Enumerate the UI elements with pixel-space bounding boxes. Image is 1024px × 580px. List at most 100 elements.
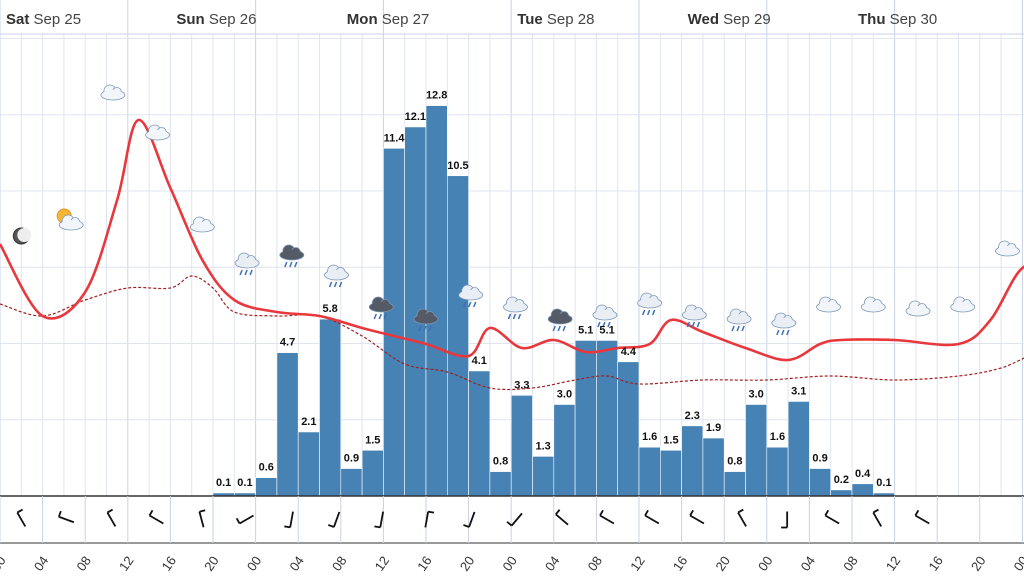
precipitation-bar bbox=[702, 437, 725, 497]
hour-tick-label: 08 bbox=[585, 553, 606, 573]
precipitation-value-label: 0.1 bbox=[216, 477, 231, 489]
precipitation-bar bbox=[596, 340, 619, 497]
wind-feather bbox=[16, 508, 23, 514]
cloud-fill bbox=[952, 302, 973, 310]
precipitation-value-label: 4.4 bbox=[621, 346, 637, 358]
precipitation-value-label: 0.9 bbox=[344, 453, 359, 465]
precipitation-value-label: 1.6 bbox=[770, 431, 785, 443]
day-label: Sat Sep 25 bbox=[6, 11, 81, 28]
cloud-fill bbox=[460, 290, 481, 298]
precipitation-bar bbox=[361, 449, 384, 497]
hour-tick-label: 04 bbox=[31, 553, 52, 573]
storm-cloud-icon bbox=[547, 308, 573, 332]
cloud-fill bbox=[192, 222, 213, 230]
wind-barb bbox=[506, 512, 523, 527]
precipitation-value-label: 2.1 bbox=[301, 416, 316, 428]
rain-cloud-icon bbox=[324, 264, 349, 288]
wind-shaft bbox=[333, 511, 341, 528]
partly-sunny-icon bbox=[56, 208, 84, 231]
wind-feather bbox=[148, 509, 154, 516]
precipitation-bar bbox=[446, 175, 469, 497]
wind-barb bbox=[57, 510, 75, 524]
precipitation-bar bbox=[319, 318, 342, 497]
day-date: Sep 26 bbox=[205, 11, 257, 28]
rain-drop bbox=[602, 321, 606, 328]
hour-tick-label: 12 bbox=[116, 553, 137, 573]
cloud-fill bbox=[281, 250, 302, 258]
rain-drop bbox=[776, 329, 780, 336]
precipitation-value-label: 0.6 bbox=[259, 462, 274, 474]
hour-tick-label: 08 bbox=[329, 553, 350, 573]
day-weekday: Sat bbox=[6, 11, 29, 28]
wind-shaft bbox=[149, 514, 164, 525]
rain-drop bbox=[294, 261, 298, 268]
wind-shaft bbox=[555, 513, 569, 526]
cloud-fill bbox=[729, 314, 750, 322]
day-label: Thu Sep 30 bbox=[858, 11, 937, 28]
precipitation-value-label: 2.3 bbox=[685, 410, 700, 422]
wind-barb bbox=[16, 508, 27, 527]
wind-feather bbox=[872, 508, 879, 514]
precipitation-bar bbox=[851, 483, 874, 497]
storm-cloud-icon bbox=[368, 296, 394, 320]
rain-drop bbox=[333, 281, 338, 288]
hour-tick-label: 04 bbox=[798, 553, 819, 573]
cloud-fill bbox=[863, 302, 884, 310]
wind-feather bbox=[427, 510, 435, 514]
wind-feather bbox=[644, 509, 649, 516]
rain-cloud-icon bbox=[234, 252, 260, 276]
cloud-icon bbox=[995, 240, 1020, 257]
wind-shaft bbox=[824, 514, 840, 525]
hour-tick-label: 20 bbox=[968, 553, 989, 573]
wind-feather bbox=[506, 521, 513, 527]
cloud-icon bbox=[950, 296, 976, 313]
cloud-icon bbox=[905, 300, 931, 317]
day-date: Sep 30 bbox=[886, 11, 938, 28]
precipitation-bar bbox=[809, 468, 832, 497]
rain-drop bbox=[473, 301, 477, 308]
precipitation-value-label: 0.8 bbox=[493, 456, 508, 468]
cloud-fill bbox=[997, 246, 1018, 254]
precipitation-value-label: 0.1 bbox=[876, 477, 891, 489]
rain-cloud-icon bbox=[458, 284, 484, 308]
wind-shaft bbox=[737, 512, 747, 527]
wind-barb bbox=[737, 508, 747, 527]
precipitation-bar bbox=[553, 404, 576, 497]
rain-drop bbox=[378, 313, 382, 320]
day-label: Mon Sep 27 bbox=[347, 11, 430, 28]
rain-drop bbox=[607, 321, 611, 328]
rain-drop bbox=[646, 309, 651, 316]
wind-shaft bbox=[599, 514, 615, 525]
temperature-line bbox=[0, 118, 1024, 362]
rain-cloud-icon bbox=[503, 296, 528, 320]
precipitation-value-label: 3.3 bbox=[514, 379, 529, 391]
precipitation-bar bbox=[383, 148, 405, 497]
wind-shaft bbox=[689, 514, 705, 525]
rain-cloud-icon bbox=[681, 304, 707, 328]
hour-tick-label: 12 bbox=[883, 553, 904, 573]
hour-tick-label: 00 bbox=[0, 553, 9, 573]
rain-drop bbox=[741, 325, 745, 332]
storm-cloud-icon bbox=[279, 244, 305, 268]
hour-tick-label: 08 bbox=[840, 553, 861, 573]
rain-drop bbox=[249, 269, 253, 276]
day-weekday: Wed bbox=[688, 11, 719, 28]
cloud-fill bbox=[773, 318, 794, 326]
rain-drop bbox=[562, 325, 566, 332]
rain-drop bbox=[691, 321, 696, 328]
precipitation-bar bbox=[766, 446, 789, 497]
hour-axis: 00 04 08 12 16 20 00 04 08 12 16 20 00 04 08 12 16 20 00 04… bbox=[0, 553, 1024, 573]
precipitation-value-label: 1.3 bbox=[536, 440, 551, 452]
day-header: Sat Sep 25 Sun Sep 26 Mon Sep 27 Tue Sep 28… bbox=[6, 11, 937, 28]
moon-light bbox=[17, 228, 32, 242]
wind-feather bbox=[235, 517, 241, 524]
hour-tick-label: 00 bbox=[755, 553, 776, 573]
hour-tick-label: 20 bbox=[457, 553, 478, 573]
wind-direction-strip bbox=[0, 496, 1024, 544]
precipitation-bar bbox=[745, 404, 768, 497]
hour-tick-label: 08 bbox=[73, 553, 94, 573]
day-label: Sun Sep 26 bbox=[176, 11, 256, 28]
precipitation-bar bbox=[425, 105, 448, 497]
hour-tick-label: 00 bbox=[499, 553, 520, 573]
day-label: Wed Sep 29 bbox=[688, 11, 771, 28]
